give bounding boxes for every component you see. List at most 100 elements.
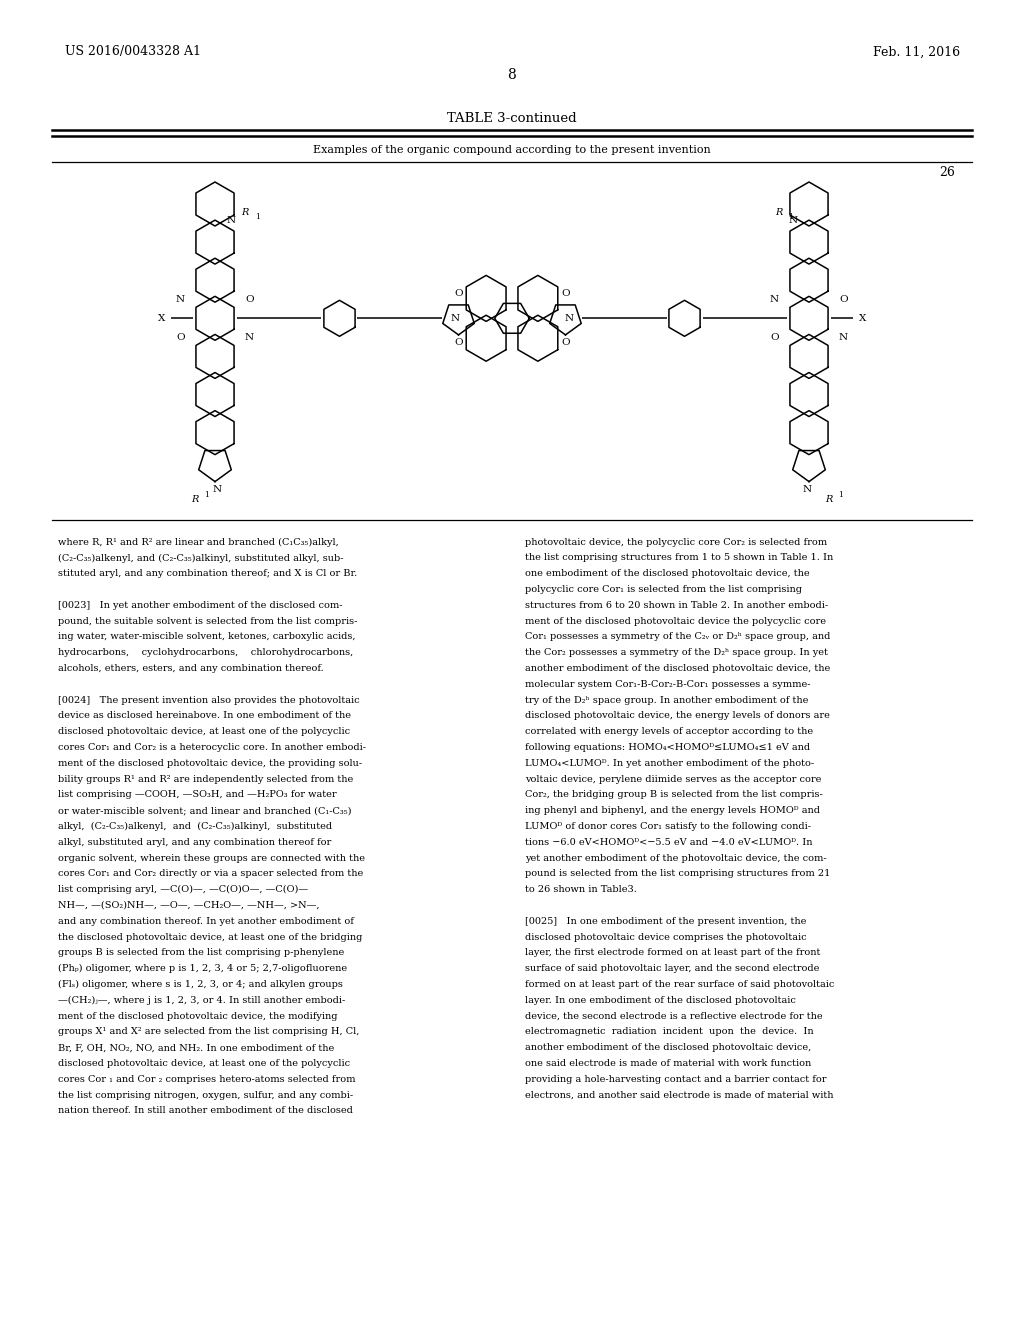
Text: where R, R¹ and R² are linear and branched (C₁C₃₅)alkyl,: where R, R¹ and R² are linear and branch… (58, 537, 339, 546)
Text: N: N (226, 215, 236, 224)
Text: LUMO₄<LUMOᴰ. In yet another embodiment of the photo-: LUMO₄<LUMOᴰ. In yet another embodiment o… (525, 759, 814, 768)
Text: electrons, and another said electrode is made of material with: electrons, and another said electrode is… (525, 1090, 834, 1100)
Text: Cor₂, the bridging group B is selected from the list compris-: Cor₂, the bridging group B is selected f… (525, 791, 822, 800)
Text: ment of the disclosed photovoltaic device the polycyclic core: ment of the disclosed photovoltaic devic… (525, 616, 826, 626)
Text: 1: 1 (788, 213, 794, 220)
Text: to 26 shown in Table3.: to 26 shown in Table3. (525, 886, 637, 894)
Text: electromagnetic  radiation  incident  upon  the  device.  In: electromagnetic radiation incident upon … (525, 1027, 814, 1036)
Text: 8: 8 (508, 69, 516, 82)
Text: the list comprising structures from 1 to 5 shown in Table 1. In: the list comprising structures from 1 to… (525, 553, 834, 562)
Text: —(CH₂)ⱼ—, where j is 1, 2, 3, or 4. In still another embodi-: —(CH₂)ⱼ—, where j is 1, 2, 3, or 4. In s… (58, 995, 345, 1005)
Text: 1: 1 (255, 213, 259, 220)
Text: Feb. 11, 2016: Feb. 11, 2016 (872, 45, 961, 58)
Text: ing water, water-miscible solvent, ketones, carboxylic acids,: ing water, water-miscible solvent, keton… (58, 632, 355, 642)
Text: 26: 26 (939, 166, 955, 180)
Text: disclosed photovoltaic device, the energy levels of donors are: disclosed photovoltaic device, the energ… (525, 711, 829, 721)
Text: LUMOᴰ of donor cores Cor₁ satisfy to the following condi-: LUMOᴰ of donor cores Cor₁ satisfy to the… (525, 822, 811, 832)
Text: X: X (859, 314, 866, 323)
Text: nation thereof. In still another embodiment of the disclosed: nation thereof. In still another embodim… (58, 1106, 353, 1115)
Text: (C₂-C₃₅)alkenyl, and (C₂-C₃₅)alkinyl, substituted alkyl, sub-: (C₂-C₃₅)alkenyl, and (C₂-C₃₅)alkinyl, su… (58, 553, 343, 562)
Text: Examples of the organic compound according to the present invention: Examples of the organic compound accordi… (313, 145, 711, 154)
Text: alkyl, substituted aryl, and any combination thereof for: alkyl, substituted aryl, and any combina… (58, 838, 331, 847)
Text: TABLE 3-continued: TABLE 3-continued (447, 111, 577, 124)
Text: O: O (245, 294, 254, 304)
Text: or water-miscible solvent; and linear and branched (C₁-C₃₅): or water-miscible solvent; and linear an… (58, 807, 351, 816)
Text: the disclosed photovoltaic device, at least one of the bridging: the disclosed photovoltaic device, at le… (58, 933, 362, 941)
Text: yet another embodiment of the photovoltaic device, the com-: yet another embodiment of the photovolta… (525, 854, 826, 862)
Text: O: O (455, 338, 463, 347)
Text: following equations: HOMO₄<HOMOᴰ≤LUMO₄≤1 eV and: following equations: HOMO₄<HOMOᴰ≤LUMO₄≤1… (525, 743, 810, 752)
Text: alkyl,  (C₂-C₃₅)alkenyl,  and  (C₂-C₃₅)alkinyl,  substituted: alkyl, (C₂-C₃₅)alkenyl, and (C₂-C₃₅)alki… (58, 822, 332, 832)
Text: device as disclosed hereinabove. In one embodiment of the: device as disclosed hereinabove. In one … (58, 711, 351, 721)
Text: O: O (561, 338, 569, 347)
Text: tions −6.0 eV<HOMOᴰ<−5.5 eV and −4.0 eV<LUMOᴰ. In: tions −6.0 eV<HOMOᴰ<−5.5 eV and −4.0 eV<… (525, 838, 812, 847)
Text: Cor₁ possesses a symmetry of the C₂ᵥ or D₂ʰ space group, and: Cor₁ possesses a symmetry of the C₂ᵥ or … (525, 632, 830, 642)
Text: surface of said photovoltaic layer, and the second electrode: surface of said photovoltaic layer, and … (525, 964, 819, 973)
Text: US 2016/0043328 A1: US 2016/0043328 A1 (65, 45, 201, 58)
Text: N: N (451, 314, 460, 323)
Text: N: N (839, 333, 848, 342)
Text: the list comprising nitrogen, oxygen, sulfur, and any combi-: the list comprising nitrogen, oxygen, su… (58, 1090, 353, 1100)
Text: N: N (176, 294, 185, 304)
Text: O: O (839, 294, 848, 304)
Text: N: N (803, 486, 812, 494)
Text: layer, the first electrode formed on at least part of the front: layer, the first electrode formed on at … (525, 948, 820, 957)
Text: cores Cor₁ and Cor₂ directly or via a spacer selected from the: cores Cor₁ and Cor₂ directly or via a sp… (58, 870, 364, 878)
Text: groups B is selected from the list comprising p-phenylene: groups B is selected from the list compr… (58, 948, 344, 957)
Text: N: N (212, 486, 221, 494)
Text: bility groups R¹ and R² are independently selected from the: bility groups R¹ and R² are independentl… (58, 775, 353, 784)
Text: (Phₚ) oligomer, where p is 1, 2, 3, 4 or 5; 2,7-oligofluorene: (Phₚ) oligomer, where p is 1, 2, 3, 4 or… (58, 964, 347, 973)
Text: disclosed photovoltaic device, at least one of the polycyclic: disclosed photovoltaic device, at least … (58, 727, 350, 737)
Text: 1: 1 (205, 491, 210, 499)
Text: molecular system Cor₁-B-Cor₂-B-Cor₁ possesses a symme-: molecular system Cor₁-B-Cor₂-B-Cor₁ poss… (525, 680, 811, 689)
Text: O: O (176, 333, 185, 342)
Text: organic solvent, wherein these groups are connected with the: organic solvent, wherein these groups ar… (58, 854, 365, 862)
Text: voltaic device, perylene diimide serves as the acceptor core: voltaic device, perylene diimide serves … (525, 775, 821, 784)
Text: cores Cor ₁ and Cor ₂ comprises hetero-atoms selected from: cores Cor ₁ and Cor ₂ comprises hetero-a… (58, 1074, 355, 1084)
Text: cores Cor₁ and Cor₂ is a heterocyclic core. In another embodi-: cores Cor₁ and Cor₂ is a heterocyclic co… (58, 743, 366, 752)
Text: device, the second electrode is a reflective electrode for the: device, the second electrode is a reflec… (525, 1011, 822, 1020)
Text: one said electrode is made of material with work function: one said electrode is made of material w… (525, 1059, 811, 1068)
Text: N: N (245, 333, 254, 342)
Text: disclosed photovoltaic device comprises the photovoltaic: disclosed photovoltaic device comprises … (525, 933, 807, 941)
Text: list comprising aryl, —C(O)—, —C(O)O—, —C(O)—: list comprising aryl, —C(O)—, —C(O)O—, —… (58, 886, 308, 895)
Text: ment of the disclosed photovoltaic device, the modifying: ment of the disclosed photovoltaic devic… (58, 1011, 338, 1020)
Text: hydrocarbons,    cyclohydrocarbons,    chlorohydrocarbons,: hydrocarbons, cyclohydrocarbons, chloroh… (58, 648, 353, 657)
Text: pound, the suitable solvent is selected from the list compris-: pound, the suitable solvent is selected … (58, 616, 357, 626)
Text: polycyclic core Cor₁ is selected from the list comprising: polycyclic core Cor₁ is selected from th… (525, 585, 802, 594)
Text: N: N (564, 314, 573, 323)
Text: providing a hole-harvesting contact and a barrier contact for: providing a hole-harvesting contact and … (525, 1074, 826, 1084)
Text: [0025]   In one embodiment of the present invention, the: [0025] In one embodiment of the present … (525, 917, 806, 925)
Text: R: R (191, 495, 199, 504)
Text: 1: 1 (839, 491, 844, 499)
Text: N: N (788, 215, 798, 224)
Text: R: R (775, 207, 782, 216)
Text: NH—, —(SO₂)NH—, —O—, —CH₂O—, —NH—, >N—,: NH—, —(SO₂)NH—, —O—, —CH₂O—, —NH—, >N—, (58, 902, 319, 909)
Text: O: O (770, 333, 779, 342)
Text: R: R (242, 207, 249, 216)
Text: formed on at least part of the rear surface of said photovoltaic: formed on at least part of the rear surf… (525, 979, 835, 989)
Text: pound is selected from the list comprising structures from 21: pound is selected from the list comprisi… (525, 870, 830, 878)
Text: X: X (158, 314, 165, 323)
Text: disclosed photovoltaic device, at least one of the polycyclic: disclosed photovoltaic device, at least … (58, 1059, 350, 1068)
Text: O: O (455, 289, 463, 298)
Text: another embodiment of the disclosed photovoltaic device, the: another embodiment of the disclosed phot… (525, 664, 830, 673)
Text: R: R (825, 495, 833, 504)
Text: photovoltaic device, the polycyclic core Cor₂ is selected from: photovoltaic device, the polycyclic core… (525, 537, 827, 546)
Text: (Flₛ) oligomer, where s is 1, 2, 3, or 4; and alkylen groups: (Flₛ) oligomer, where s is 1, 2, 3, or 4… (58, 979, 343, 989)
Text: list comprising —COOH, —SO₃H, and —H₂PO₃ for water: list comprising —COOH, —SO₃H, and —H₂PO₃… (58, 791, 337, 800)
Text: [0023]   In yet another embodiment of the disclosed com-: [0023] In yet another embodiment of the … (58, 601, 342, 610)
Text: N: N (770, 294, 779, 304)
Text: correlated with energy levels of acceptor according to the: correlated with energy levels of accepto… (525, 727, 813, 737)
Text: try of the D₂ʰ space group. In another embodiment of the: try of the D₂ʰ space group. In another e… (525, 696, 808, 705)
Text: another embodiment of the disclosed photovoltaic device,: another embodiment of the disclosed phot… (525, 1043, 811, 1052)
Text: groups X¹ and X² are selected from the list comprising H, Cl,: groups X¹ and X² are selected from the l… (58, 1027, 359, 1036)
Text: ing phenyl and biphenyl, and the energy levels HOMOᴰ and: ing phenyl and biphenyl, and the energy … (525, 807, 820, 816)
Text: [0024]   The present invention also provides the photovoltaic: [0024] The present invention also provid… (58, 696, 359, 705)
Text: the Cor₂ possesses a symmetry of the D₂ʰ space group. In yet: the Cor₂ possesses a symmetry of the D₂ʰ… (525, 648, 827, 657)
Text: ment of the disclosed photovoltaic device, the providing solu-: ment of the disclosed photovoltaic devic… (58, 759, 362, 768)
Text: layer. In one embodiment of the disclosed photovoltaic: layer. In one embodiment of the disclose… (525, 995, 796, 1005)
Text: and any combination thereof. In yet another embodiment of: and any combination thereof. In yet anot… (58, 917, 354, 925)
Text: stituted aryl, and any combination thereof; and X is Cl or Br.: stituted aryl, and any combination there… (58, 569, 357, 578)
Text: structures from 6 to 20 shown in Table 2. In another embodi-: structures from 6 to 20 shown in Table 2… (525, 601, 828, 610)
